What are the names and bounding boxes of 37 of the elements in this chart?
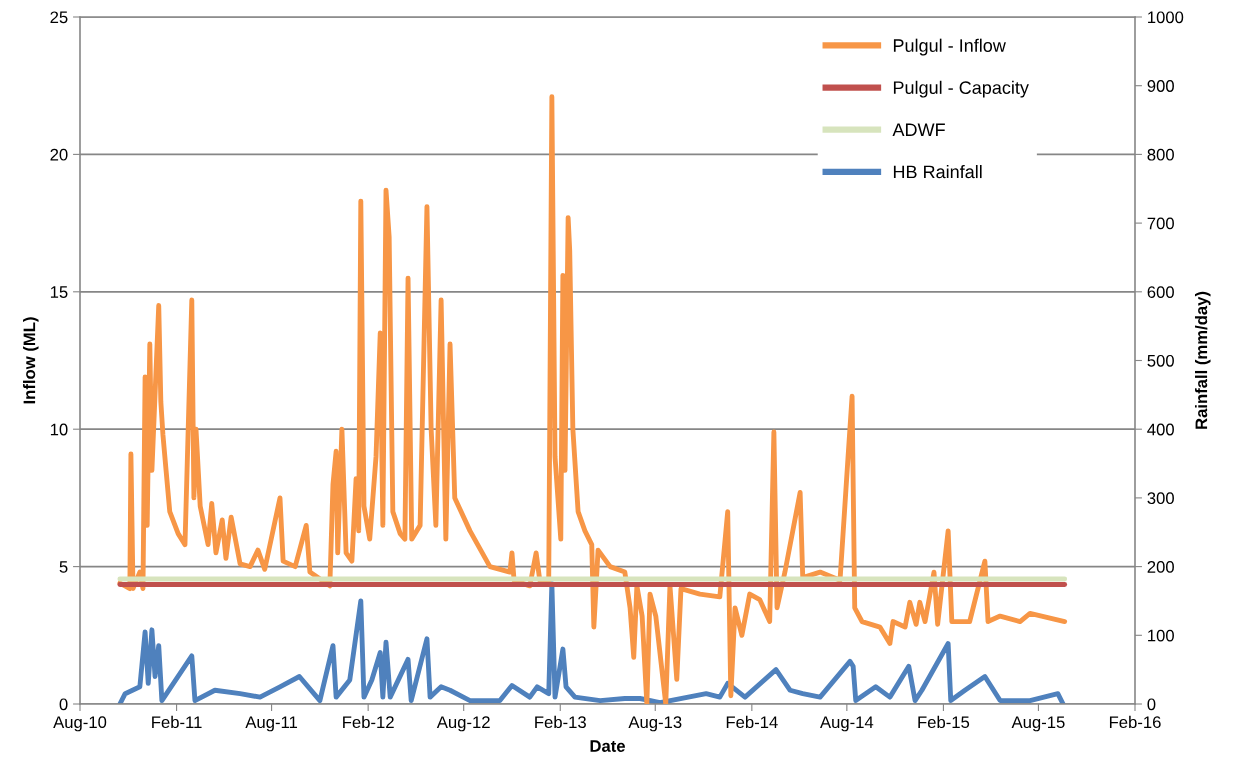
x-axis-title: Date — [590, 740, 625, 752]
y-tick-label: 5 — [59, 561, 68, 573]
x-tick-label: Feb-16 — [1109, 715, 1161, 729]
legend-label: HB Rainfall — [893, 164, 982, 179]
y2-tick-label: 100 — [1148, 629, 1174, 642]
y2-tick-label: 300 — [1147, 492, 1174, 505]
legend-label: Pulgul - Inflow — [893, 38, 1006, 56]
x-tick-label: Aug-13 — [628, 716, 682, 732]
y2-tick-label: 700 — [1147, 217, 1174, 230]
x-tick-label: Feb-15 — [918, 715, 970, 729]
y2-axis-title: Rainfall (mm/day) — [1194, 291, 1211, 429]
x-tick-label: Aug-15 — [1011, 716, 1065, 732]
line-series — [117, 581, 1066, 704]
x-tick-label: Aug-12 — [436, 716, 490, 732]
x-tick-label: Aug-10 — [53, 716, 107, 732]
y-axis-title: Inflow (ML) — [23, 317, 39, 404]
x-tick-label: Aug-14 — [820, 716, 874, 732]
legend-label: ADWF — [892, 123, 945, 136]
y2-tick-label: 0 — [1147, 698, 1156, 711]
y-tick-label: 15 — [50, 286, 68, 298]
x-tick-label: Feb-11 — [152, 715, 202, 729]
y2-tick-label: 1000 — [1148, 11, 1184, 24]
y-tick-label: 10 — [50, 423, 68, 436]
y2-tick-label: 200 — [1147, 561, 1174, 573]
x-tick-label: Feb-14 — [726, 715, 778, 729]
y2-tick-label: 900 — [1147, 80, 1174, 92]
y-tick-label: 0 — [59, 698, 68, 711]
y2-tick-label: 500 — [1147, 354, 1174, 367]
x-tick-label: Aug-11 — [245, 716, 298, 732]
y2-tick-label: 800 — [1147, 148, 1174, 161]
x-tick-label: Feb-13 — [535, 715, 586, 729]
legend-label: Pulgul - Capacity — [893, 80, 1029, 98]
y2-tick-label: 600 — [1147, 286, 1174, 298]
x-tick-label: Feb-12 — [343, 715, 394, 729]
y-tick-label: 20 — [50, 148, 68, 161]
y-tick-label: 25 — [50, 11, 68, 24]
y2-tick-label: 400 — [1147, 423, 1174, 436]
